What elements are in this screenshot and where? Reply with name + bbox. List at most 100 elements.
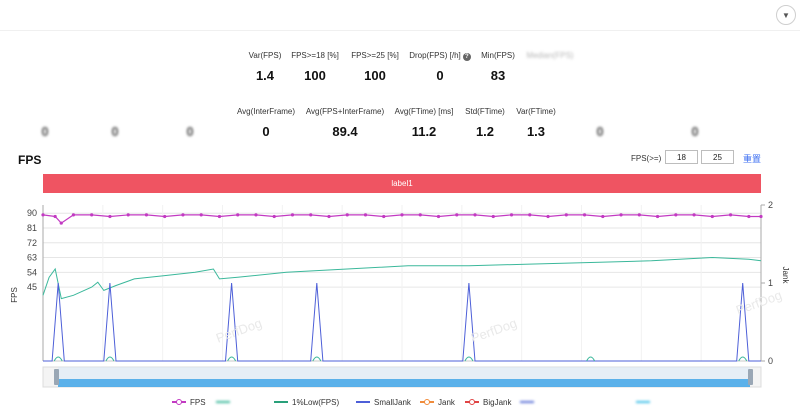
stat-label: Median(FPS)	[505, 50, 595, 61]
stat-item: Var(FTime) 1.3	[491, 106, 581, 140]
stats-row-2: 0 0 0 Avg(InterFrame) 0 Avg(FPS+InterFrame) 89…	[0, 106, 800, 146]
legend-label: 1%Low(FPS)	[292, 398, 340, 407]
help-icon[interactable]: ?	[462, 53, 471, 61]
legend-swatch-icon	[420, 398, 434, 406]
stat-value: 100	[304, 68, 326, 83]
data-point	[126, 213, 130, 217]
stat-item: 0	[70, 106, 160, 140]
data-point	[637, 213, 641, 217]
data-point	[464, 356, 474, 362]
data-point	[586, 356, 596, 362]
range-slider-handle-left	[54, 369, 59, 385]
stat-item: Median(FPS)	[505, 50, 595, 84]
legend-item[interactable]	[520, 397, 538, 409]
data-point	[217, 214, 222, 219]
stat-label	[555, 106, 645, 117]
stat-label-text: Min(FPS)	[481, 51, 515, 60]
data-point	[747, 214, 751, 219]
legend-label: FPS	[190, 398, 206, 407]
y-tick-label: 90	[27, 208, 37, 218]
stat-item: FPS>=18 [%] 100	[270, 50, 360, 84]
stat-item	[635, 50, 725, 84]
data-point	[382, 214, 386, 219]
stat-value: 0	[41, 124, 49, 139]
stats-row-1: Var(FPS) 1.4 FPS>=18 [%] 100 FPS>=25 [%] 100 D…	[0, 50, 800, 90]
stat-value: 0	[111, 124, 119, 139]
data-point	[345, 213, 349, 217]
stat-label: FPS>=25 [%]	[330, 50, 420, 61]
legend-item[interactable]: Jank	[420, 397, 455, 409]
data-point	[528, 213, 532, 217]
stat-value: 83	[490, 68, 506, 83]
data-point	[227, 356, 237, 362]
stat-label-text: Drop(FPS) [/h]	[409, 51, 461, 60]
stat-value: 1.3	[526, 124, 546, 139]
series-line	[42, 256, 762, 300]
legend-swatch-icon	[465, 398, 479, 406]
legend-swatch-icon	[636, 398, 650, 406]
fps-threshold-high-input[interactable]	[701, 150, 734, 164]
data-point	[163, 214, 167, 219]
data-point	[290, 213, 295, 217]
stat-value: 0	[186, 124, 194, 139]
stat-item: 0	[0, 106, 90, 140]
legend-item[interactable]: SmallJank	[356, 397, 411, 409]
legend-swatch-icon	[216, 398, 230, 406]
legend-label: Jank	[438, 398, 455, 407]
legend-item[interactable]: FPS	[172, 397, 206, 409]
legend-item[interactable]	[636, 397, 654, 409]
stat-value: 0	[596, 124, 604, 139]
data-point	[619, 213, 623, 217]
legend-item[interactable]: 1%Low(FPS)	[274, 397, 339, 409]
stat-item: 0	[650, 106, 740, 140]
legend-item[interactable]: BigJank	[465, 397, 511, 409]
data-point	[105, 356, 115, 362]
fps-filter-label: FPS(>=)	[631, 154, 662, 163]
y-tick-label: 45	[27, 282, 37, 292]
data-point	[655, 214, 660, 219]
chevron-down-icon[interactable]: ▼	[776, 5, 796, 25]
fps-chart[interactable]: 908172635445210FPSJank00:5401:0301:1201:…	[0, 195, 800, 409]
legend-item[interactable]	[216, 397, 234, 409]
stat-label-text: Var(FPS)	[248, 51, 282, 60]
stat-label-text: Var(FTime)	[516, 107, 556, 116]
fps-threshold-low-input[interactable]	[665, 150, 698, 164]
reset-button[interactable]: 重置	[743, 154, 762, 164]
data-point	[491, 214, 495, 219]
stat-value: 89.4	[332, 124, 358, 139]
stat-label-text: Avg(FPS+InterFrame)	[305, 107, 385, 116]
data-point	[473, 213, 477, 217]
stat-value: 11.2	[411, 124, 437, 139]
data-point	[144, 213, 149, 217]
stat-value: 0	[691, 124, 699, 139]
stat-item: Var(FPS) 1.4	[220, 50, 310, 84]
legend-swatch-icon	[172, 398, 186, 406]
stat-label-text: FPS>=18 [%]	[291, 51, 339, 60]
stat-item: Avg(FPS+InterFrame) 89.4	[300, 106, 390, 140]
stat-label: Avg(InterFrame)	[221, 106, 311, 117]
data-point	[738, 356, 748, 362]
stat-value: 100	[364, 68, 386, 83]
stat-value: 0	[436, 68, 444, 83]
y-tick-label: 81	[27, 223, 37, 233]
label-bar[interactable]: label1	[43, 174, 761, 193]
data-point	[53, 356, 63, 362]
data-point	[509, 213, 514, 217]
stat-label-text: Avg(FTime) [ms]	[394, 107, 454, 116]
data-point	[728, 213, 733, 217]
data-point	[759, 214, 763, 219]
stat-label: Min(FPS)	[453, 50, 543, 61]
stat-label	[635, 50, 725, 61]
stat-item: 0	[555, 106, 645, 140]
stat-value: 1.2	[475, 124, 495, 139]
stat-label: Drop(FPS) [/h]?	[395, 50, 485, 61]
stat-item: FPS>=25 [%] 100	[330, 50, 420, 84]
stat-label: Var(FPS)	[220, 50, 310, 61]
data-point	[309, 213, 313, 217]
series-line	[42, 214, 761, 224]
y-tick-label: 63	[27, 253, 37, 263]
stat-label-text: Avg(InterFrame)	[236, 107, 296, 116]
y-tick-label: 54	[27, 267, 37, 277]
stat-value: 1.4	[255, 68, 275, 83]
data-point	[312, 356, 322, 362]
